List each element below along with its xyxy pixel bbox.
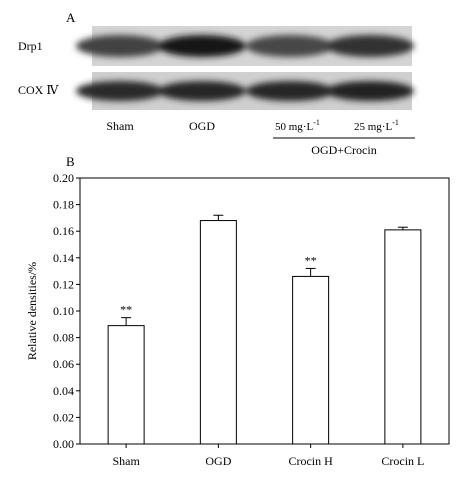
y-tick-label: 0.00 bbox=[53, 437, 74, 451]
y-tick-label: 0.20 bbox=[53, 171, 74, 185]
y-tick-label: 0.06 bbox=[53, 357, 74, 371]
blot-band bbox=[246, 35, 334, 57]
panel-a-label: A bbox=[66, 10, 76, 25]
y-tick-label: 0.10 bbox=[53, 304, 74, 318]
significance-marker: ** bbox=[305, 253, 317, 267]
x-tick-label: OGD bbox=[205, 454, 231, 468]
y-tick-label: 0.02 bbox=[53, 410, 74, 424]
blot-strip-drp1 bbox=[76, 26, 414, 66]
bar bbox=[199, 220, 237, 445]
y-tick-label: 0.18 bbox=[53, 198, 74, 212]
blot-strip-cox4 bbox=[76, 72, 414, 110]
row-label-drp1: Drp1 bbox=[18, 39, 43, 53]
row-label-cox4: COX Ⅳ bbox=[18, 83, 59, 97]
blot-band bbox=[326, 81, 414, 101]
bar bbox=[107, 325, 145, 445]
x-axis-tick-labels: Sham OGD Crocin H Crocin L bbox=[112, 444, 424, 468]
bar-series: ** ** bbox=[107, 214, 422, 445]
y-axis: 0.00 0.02 0.04 0.06 0.08 0.10 0.12 0.14 0.16 0.18… bbox=[53, 171, 80, 451]
bar bbox=[384, 229, 422, 445]
blot-band bbox=[326, 35, 414, 57]
blot-band bbox=[76, 35, 164, 57]
lane-label-ogd: OGD bbox=[189, 119, 215, 133]
blot-band bbox=[246, 81, 334, 101]
y-tick-label: 0.14 bbox=[53, 251, 74, 265]
lane-label-sham: Sham bbox=[106, 119, 134, 133]
significance-marker: ** bbox=[120, 303, 132, 317]
y-tick-label: 0.12 bbox=[53, 277, 74, 291]
y-tick-label: 0.16 bbox=[53, 224, 74, 238]
y-tick-label: 0.04 bbox=[53, 384, 74, 398]
blot-band bbox=[158, 35, 246, 57]
panel-b: B Relative densities/% 0.000.020.040.060… bbox=[25, 154, 450, 468]
x-tick-label: Crocin H bbox=[288, 454, 333, 468]
y-axis-label: Relative densities/% bbox=[25, 262, 39, 360]
y-tick-label: 0.08 bbox=[53, 331, 74, 345]
group-label: OGD+Crocin bbox=[311, 143, 376, 157]
panel-a: A Drp1 COX Ⅳ Sham OGD 50 mg·L-1 25 mg·L-… bbox=[18, 10, 415, 157]
x-tick-label: Sham bbox=[112, 454, 140, 468]
blot-band bbox=[158, 81, 246, 101]
dose-label-50: 50 mg·L-1 bbox=[275, 118, 320, 133]
dose-label-25: 25 mg·L-1 bbox=[354, 118, 399, 133]
x-tick-label: Crocin L bbox=[381, 454, 424, 468]
blot-band bbox=[76, 81, 164, 101]
bar bbox=[292, 275, 330, 445]
panel-b-label: B bbox=[66, 154, 75, 169]
